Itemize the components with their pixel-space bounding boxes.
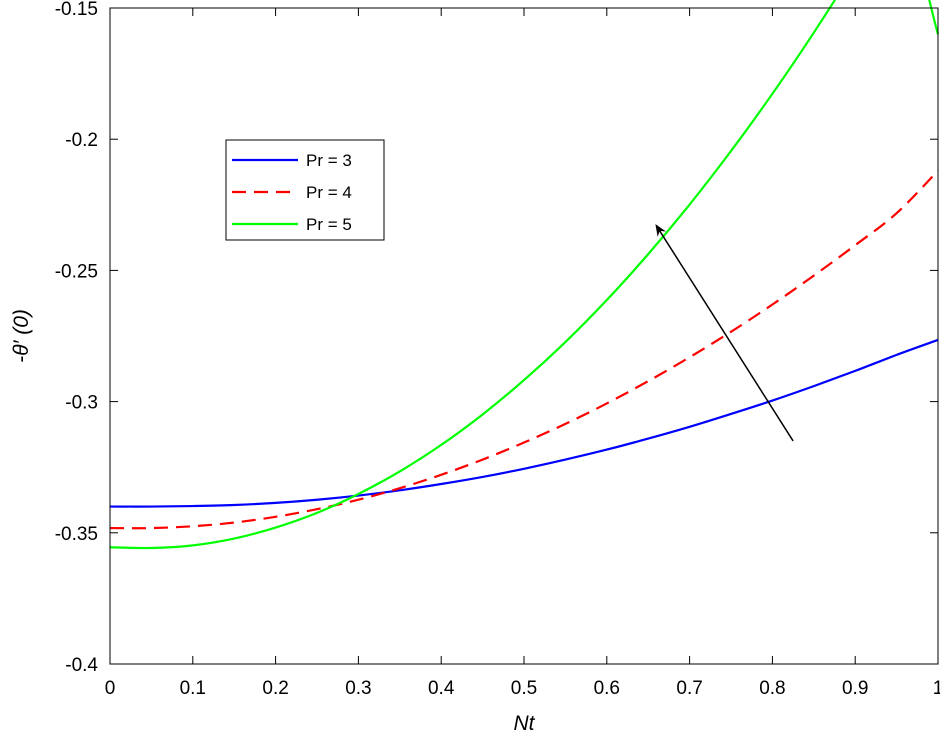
x-axis-title: Nt	[514, 712, 536, 735]
x-tick-label: 0.4	[428, 678, 455, 699]
trend-arrow	[655, 224, 794, 442]
x-tick-label: 0.1	[180, 678, 206, 699]
legend: Pr = 3 Pr = 4 Pr = 5	[225, 139, 385, 241]
legend-items: Pr = 3 Pr = 4 Pr = 5	[232, 151, 352, 234]
y-tick-label: -0.25	[55, 261, 98, 282]
x-tick-label: 0.8	[759, 678, 785, 699]
x-tick-label: 0	[105, 678, 116, 699]
x-tick-label: 0.7	[676, 678, 702, 699]
tick-layer: 0 0.1 0.2 0.3 0.4 0.5 0.6 0.7 0.8 0.9 1 -0.4 -0.35 -0…	[55, 0, 940, 699]
y-tick-label: -0.4	[65, 655, 98, 676]
series-line-2	[109, 169, 939, 530]
x-tick-label: 1	[933, 678, 940, 699]
series-line-1	[109, 338, 939, 508]
y-tick-label: -0.35	[55, 524, 98, 545]
x-tick-label: 0.5	[511, 678, 537, 699]
x-tick-label: 0.9	[842, 678, 868, 699]
y-axis-title: -θ′ (0)	[10, 309, 33, 363]
legend-label-3: Pr = 5	[306, 215, 352, 234]
annotation-layer	[655, 224, 794, 442]
plot-area	[110, 8, 938, 664]
y-tick-label: -0.15	[55, 0, 98, 20]
series-layer	[109, 0, 940, 550]
legend-label-1: Pr = 3	[306, 151, 352, 170]
x-tick-label: 0.2	[262, 678, 288, 699]
y-tick-label: -0.3	[65, 393, 98, 414]
y-tick-label: -0.2	[65, 130, 98, 151]
x-tick-label: 0.6	[594, 678, 620, 699]
x-tick-label: 0.3	[345, 678, 371, 699]
series-line-3	[109, 0, 940, 550]
legend-label-2: Pr = 4	[306, 183, 352, 202]
